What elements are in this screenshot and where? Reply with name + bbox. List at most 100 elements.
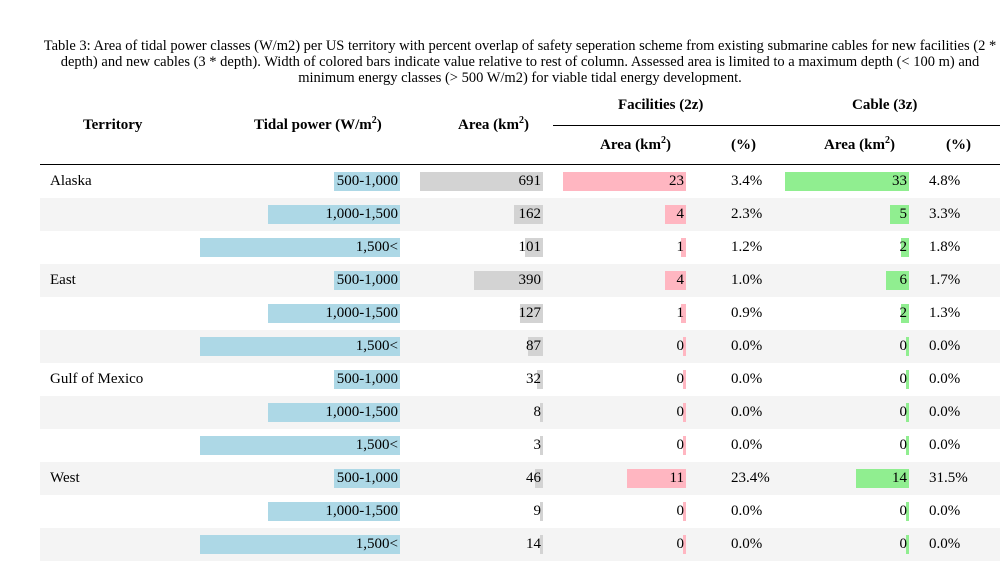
tidal-power-bar xyxy=(200,238,400,257)
facilities-pct-cell: 3.4% xyxy=(731,173,763,189)
tidal-power-value: 500-1,000 xyxy=(336,371,398,387)
cab-area-header-label: Area (km xyxy=(824,137,885,153)
facilities-pct-cell: 0.0% xyxy=(731,536,763,552)
area-value: 8 xyxy=(533,404,542,420)
table-row: East 500-1,000 390 4 1.0% 6 1.7% xyxy=(40,264,1000,297)
territory-header-label: Territory xyxy=(83,117,143,133)
facilities-area-value: 23 xyxy=(669,173,684,189)
facilities-area-bar xyxy=(680,304,686,323)
tidal-power-bar xyxy=(334,271,400,290)
cable-area-bar xyxy=(901,238,909,257)
cable-pct-cell: 0.0% xyxy=(929,371,961,387)
facilities-area-bar xyxy=(683,337,686,356)
cable-area-bar xyxy=(906,403,909,422)
cable-pct-cell: 3.3% xyxy=(929,206,961,222)
tidal-power-value: 1,000-1,500 xyxy=(325,305,399,321)
cable-area-value: 33 xyxy=(892,173,907,189)
facilities-pct-cell: 0.0% xyxy=(731,371,763,387)
fac-area-header-label: Area (km xyxy=(600,137,661,153)
facilities-area-value: 0 xyxy=(676,404,685,420)
tidal-power-value: 500-1,000 xyxy=(336,272,398,288)
area-value: 32 xyxy=(526,371,541,387)
area-value: 14 xyxy=(526,536,541,552)
facilities-area-bar xyxy=(664,271,686,290)
facilities-area-value: 0 xyxy=(676,503,685,519)
cable-area-value: 0 xyxy=(899,371,908,387)
table-row: 1,500< 3 0 0.0% 0 0.0% xyxy=(40,429,1000,462)
cable-area-bar xyxy=(785,172,909,191)
cable-area-bar xyxy=(906,502,909,521)
cable-pct-cell: 0.0% xyxy=(929,338,961,354)
area-value: 3 xyxy=(533,437,542,453)
cable-area-value: 0 xyxy=(899,404,908,420)
area-bar xyxy=(540,502,543,521)
cable-pct-cell: 0.0% xyxy=(929,503,961,519)
area-bar xyxy=(473,271,543,290)
facilities-area-value: 0 xyxy=(676,536,685,552)
tidal-header-end: ) xyxy=(376,117,382,133)
tidal-power-bar xyxy=(268,403,400,422)
tidal-power-bar xyxy=(268,502,400,521)
area-value: 9 xyxy=(533,503,542,519)
cable-area-value: 6 xyxy=(899,272,908,288)
cable-area-value: 2 xyxy=(899,239,908,255)
cab-area-header-sup: 2 xyxy=(884,135,890,146)
table-row: 1,500< 14 0 0.0% 0 0.0% xyxy=(40,528,1000,561)
cable-area-value: 5 xyxy=(899,206,908,222)
area-value: 87 xyxy=(526,338,541,354)
facilities-area-value: 1 xyxy=(676,305,685,321)
cable-area-value: 14 xyxy=(892,470,907,486)
facilities-area-bar xyxy=(683,370,686,389)
cab-pct-header-label: (%) xyxy=(946,137,971,153)
tidal-power-value: 1,500< xyxy=(355,437,398,453)
cable-area-bar xyxy=(906,337,909,356)
facilities-area-value: 11 xyxy=(669,470,684,486)
table-row: Alaska 500-1,000 691 23 3.4% 33 4.8% xyxy=(40,165,1000,198)
tidal-power-bar xyxy=(200,436,400,455)
tidal-power-value: 1,000-1,500 xyxy=(325,206,399,222)
area-header-label: Area (km xyxy=(458,117,519,133)
header-territory: Territory xyxy=(83,117,142,134)
cable-pct-cell: 0.0% xyxy=(929,536,961,552)
area-bar xyxy=(514,205,543,224)
fac-area-header-end: ) xyxy=(665,137,671,153)
area-bar xyxy=(537,370,543,389)
facilities-area-bar xyxy=(683,535,686,554)
facilities-pct-cell: 1.0% xyxy=(731,272,763,288)
facilities-pct-cell: 0.0% xyxy=(731,503,763,519)
area-bar xyxy=(534,469,543,488)
header-group-rule xyxy=(553,125,1000,126)
facilities-pct-cell: 0.0% xyxy=(731,338,763,354)
cable-area-bar xyxy=(890,205,909,224)
cable-pct-cell: 1.8% xyxy=(929,239,961,255)
facilities-pct-cell: 1.2% xyxy=(731,239,763,255)
facilities-area-value: 1 xyxy=(676,239,685,255)
area-value: 101 xyxy=(518,239,542,255)
cable-area-value: 0 xyxy=(899,437,908,453)
cable-area-bar xyxy=(906,535,909,554)
facilities-area-bar xyxy=(683,436,686,455)
cable-area-bar xyxy=(886,271,909,290)
table-row: 1,000-1,500 127 1 0.9% 2 1.3% xyxy=(40,297,1000,330)
cable-area-bar xyxy=(856,469,909,488)
tidal-header-label: Tidal power (W/m xyxy=(254,117,372,133)
cable-pct-cell: 4.8% xyxy=(929,173,961,189)
header-cable-group: Cable (3z) xyxy=(852,97,917,114)
cable-area-bar xyxy=(901,304,909,323)
cable-group-label: Cable (3z) xyxy=(852,97,918,113)
area-value: 691 xyxy=(518,173,542,189)
facilities-area-bar xyxy=(683,403,686,422)
area-bar xyxy=(527,337,543,356)
cable-area-value: 0 xyxy=(899,536,908,552)
cable-area-value: 0 xyxy=(899,503,908,519)
cable-area-value: 0 xyxy=(899,338,908,354)
area-bar xyxy=(540,436,543,455)
facilities-pct-cell: 0.9% xyxy=(731,305,763,321)
facilities-area-bar xyxy=(664,205,686,224)
facilities-area-value: 4 xyxy=(676,272,685,288)
fac-area-header-sup: 2 xyxy=(660,135,666,146)
header-area: Area (km2) xyxy=(458,115,529,134)
area-header-sup: 2 xyxy=(518,115,524,126)
area-value: 162 xyxy=(518,206,542,222)
facilities-pct-cell: 23.4% xyxy=(731,470,770,486)
